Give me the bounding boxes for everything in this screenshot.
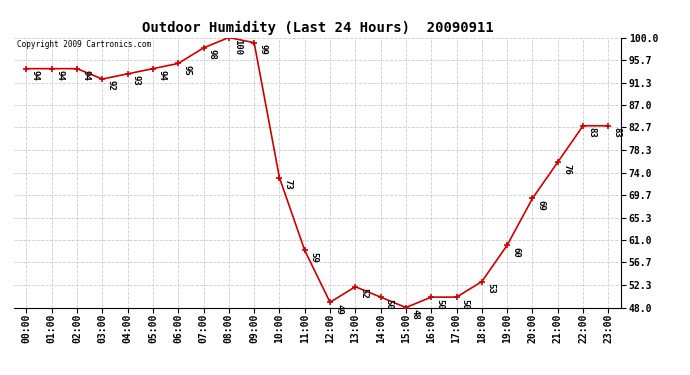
Text: 49: 49 [334, 304, 343, 315]
Text: 94: 94 [157, 70, 166, 81]
Text: 83: 83 [587, 127, 596, 138]
Text: 94: 94 [81, 70, 90, 81]
Text: 83: 83 [613, 127, 622, 138]
Text: 100: 100 [233, 39, 242, 55]
Text: 99: 99 [258, 44, 267, 55]
Text: Copyright 2009 Cartronics.com: Copyright 2009 Cartronics.com [17, 40, 151, 49]
Text: 98: 98 [208, 49, 217, 60]
Text: 60: 60 [511, 247, 520, 257]
Text: 73: 73 [284, 179, 293, 190]
Text: 50: 50 [461, 298, 470, 309]
Text: 94: 94 [30, 70, 39, 81]
Text: 92: 92 [106, 80, 115, 91]
Title: Outdoor Humidity (Last 24 Hours)  20090911: Outdoor Humidity (Last 24 Hours) 2009091… [141, 21, 493, 35]
Text: 48: 48 [410, 309, 419, 320]
Text: 50: 50 [435, 298, 444, 309]
Text: 50: 50 [385, 298, 394, 309]
Text: 76: 76 [562, 164, 571, 174]
Text: 95: 95 [182, 65, 191, 76]
Text: 93: 93 [132, 75, 141, 86]
Text: 52: 52 [359, 288, 368, 299]
Text: 69: 69 [537, 200, 546, 211]
Text: 94: 94 [56, 70, 65, 81]
Text: 59: 59 [309, 252, 318, 262]
Text: 53: 53 [486, 283, 495, 294]
